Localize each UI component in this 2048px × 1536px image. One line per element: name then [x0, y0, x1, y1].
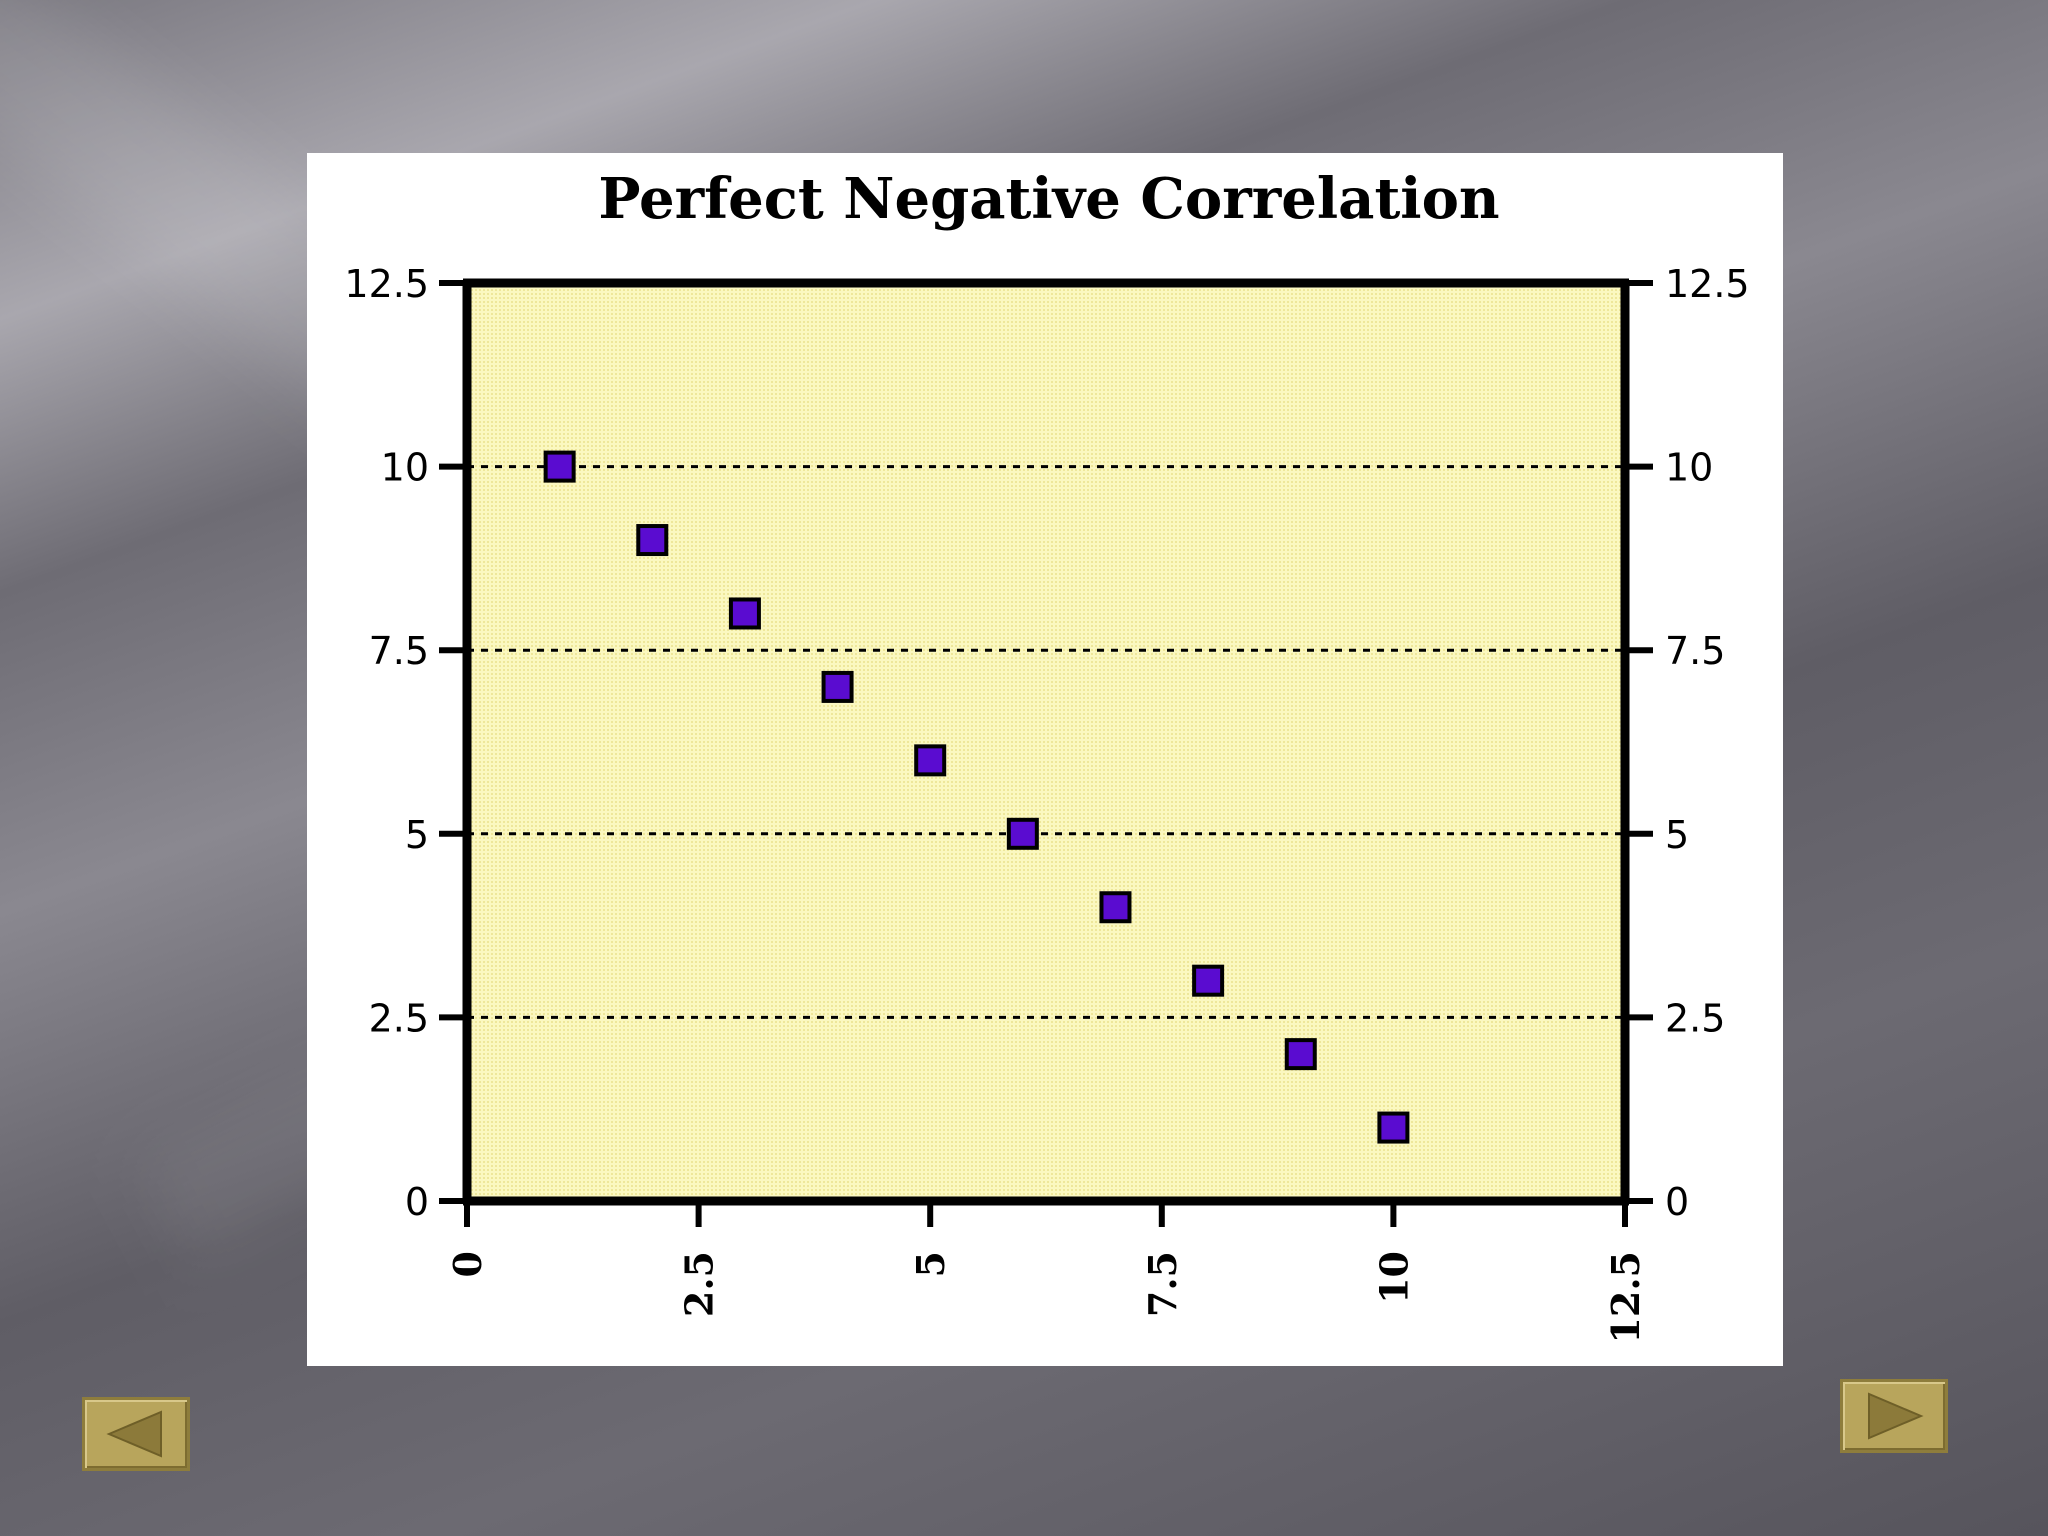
scatter-chart: Perfect Negative Correlation 0 0 2.5 2.5 5 5 7… [344, 166, 1750, 1344]
chart-title: Perfect Negative Correlation [598, 166, 1499, 232]
data-point [1006, 817, 1039, 850]
y-tick-label-right: 10 [1665, 446, 1713, 490]
x-tick-label: 0 [445, 1251, 490, 1277]
x-tick-label: 10 [1371, 1251, 1416, 1304]
triangle-right-icon [1868, 1392, 1924, 1440]
next-slide-button[interactable] [1840, 1379, 1948, 1453]
y-tick-label-left: 2.5 [369, 996, 429, 1040]
data-point [1284, 1038, 1317, 1071]
x-tick-label: 5 [908, 1251, 953, 1277]
x-tick-label: 2.5 [677, 1251, 722, 1317]
y-tick-label-left: 5 [405, 813, 429, 857]
data-point [1099, 891, 1132, 924]
data-point [1192, 964, 1225, 997]
y-tick-label-left: 10 [381, 446, 429, 490]
data-point [543, 450, 576, 483]
plot-area [467, 283, 1625, 1201]
data-point [914, 744, 947, 777]
data-point [1377, 1111, 1410, 1144]
y-tick-label-right: 5 [1665, 813, 1689, 857]
chart-panel: Perfect Negative Correlation 0 0 2.5 2.5 5 5 7… [307, 153, 1783, 1366]
y-tick-label-right: 0 [1665, 1180, 1689, 1224]
y-tick-label-right: 7.5 [1665, 629, 1725, 673]
data-point [636, 524, 669, 557]
y-tick-label-left: 0 [405, 1180, 429, 1224]
data-point [821, 670, 854, 703]
triangle-left-icon [106, 1410, 162, 1458]
y-tick-label-right: 12.5 [1665, 262, 1750, 306]
data-point [728, 597, 761, 630]
x-tick-label: 12.5 [1603, 1251, 1648, 1344]
x-tick-label: 7.5 [1140, 1251, 1185, 1317]
y-tick-label-left: 12.5 [344, 262, 429, 306]
y-tick-label-left: 7.5 [369, 629, 429, 673]
y-tick-label-right: 2.5 [1665, 996, 1725, 1040]
previous-slide-button[interactable] [82, 1397, 190, 1471]
